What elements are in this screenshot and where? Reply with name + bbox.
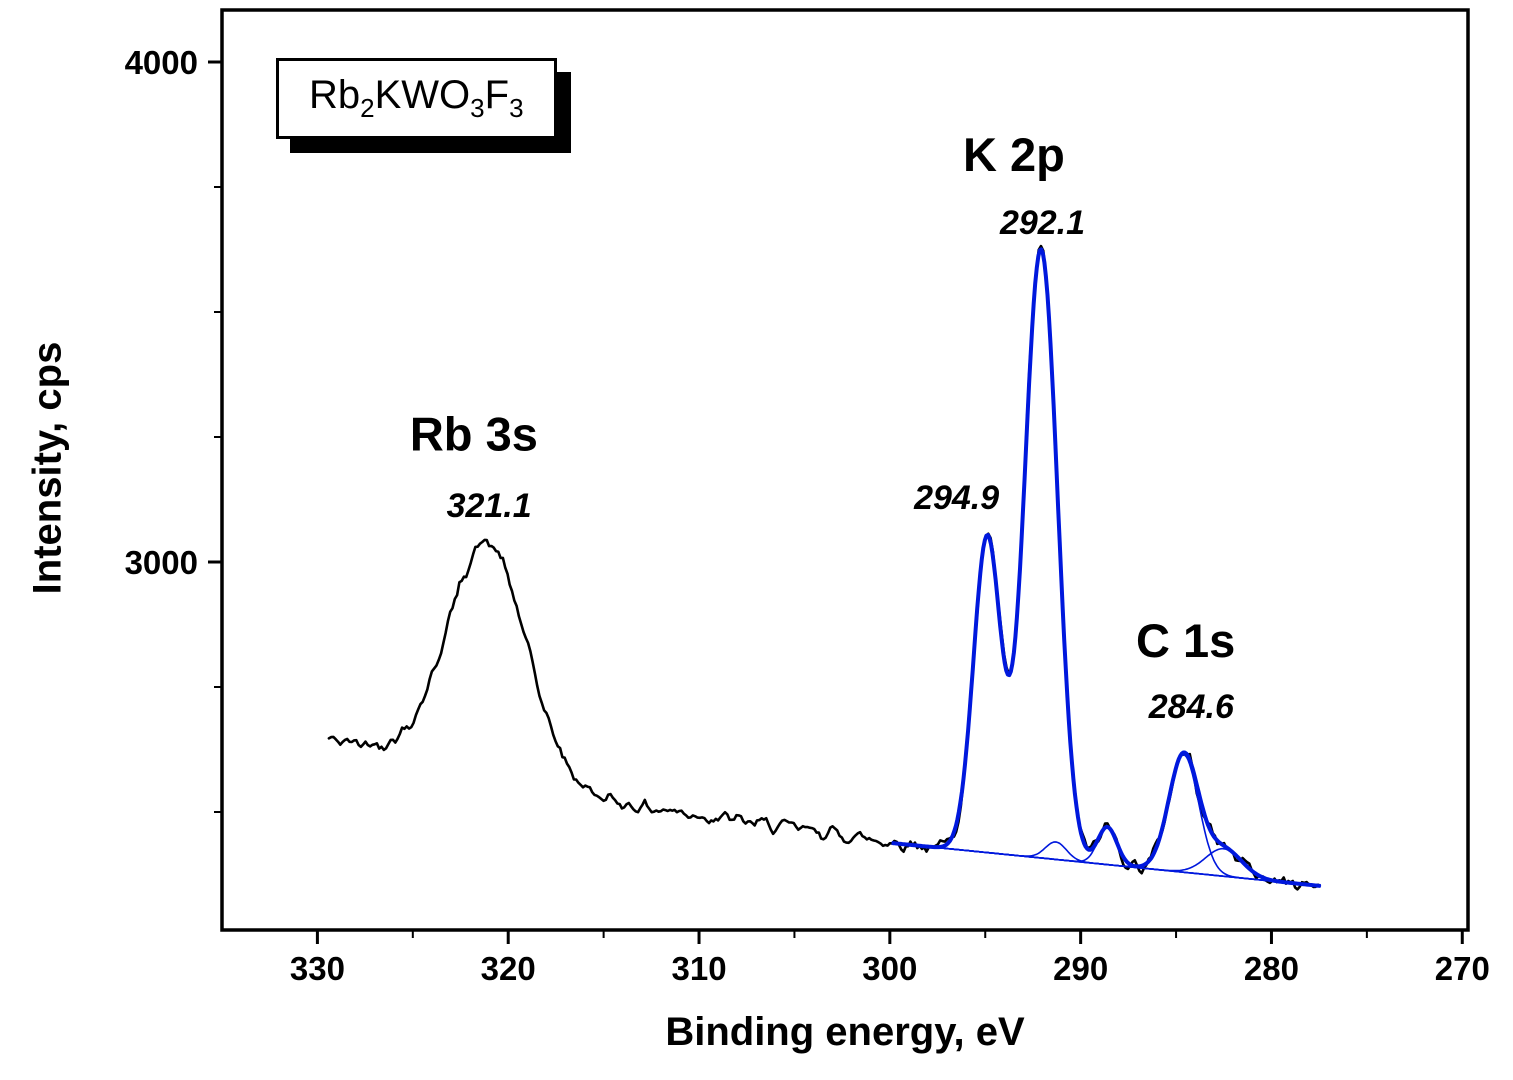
- axes-layer: 330 320 310 300 290 280 270 3000 4000: [125, 8, 1490, 987]
- formula-text: F: [484, 73, 510, 117]
- labels-layer: Rb 3s 321.1 K 2p 292.1 294.9 C 1s 284.6: [410, 128, 1235, 726]
- peak-energy-label: 321.1: [447, 487, 532, 525]
- formula-text: KWO: [374, 73, 471, 117]
- fit-layer: [891, 247, 1322, 888]
- curves-layer: [327, 244, 1320, 891]
- y-axis-title: Intensity, cps: [25, 341, 70, 595]
- x-tick-label: 280: [1244, 950, 1299, 987]
- peak-energy-label: 292.1: [999, 204, 1085, 242]
- formula-text: Rb: [309, 73, 361, 117]
- x-axis-title: Binding energy, eV: [665, 1010, 1025, 1054]
- formula-subscript: 2: [360, 93, 375, 123]
- x-tick-label: 270: [1435, 950, 1490, 987]
- x-tick-label: 300: [862, 950, 917, 987]
- peak-energy-label: 294.9: [913, 479, 999, 517]
- y-tick-label: 3000: [125, 544, 198, 581]
- peak-name-label: C 1s: [1136, 614, 1235, 667]
- measured-spectrum-curve: [327, 244, 1320, 891]
- formula-subscript: 3: [509, 93, 524, 123]
- peak-name-label: Rb 3s: [410, 408, 538, 461]
- peak-name-label: K 2p: [963, 128, 1065, 181]
- x-tick-label: 320: [481, 950, 536, 987]
- peak-energy-label: 284.6: [1148, 688, 1235, 726]
- y-tick-label: 4000: [125, 44, 198, 81]
- fit-envelope-curve: [891, 247, 1322, 888]
- plot-frame: [220, 8, 1470, 932]
- x-tick-label: 330: [290, 950, 345, 987]
- sample-formula-box: Rb2KWO3F3: [276, 58, 557, 139]
- formula-subscript: 3: [470, 93, 485, 123]
- x-tick-label: 310: [671, 950, 726, 987]
- x-tick-label: 290: [1053, 950, 1108, 987]
